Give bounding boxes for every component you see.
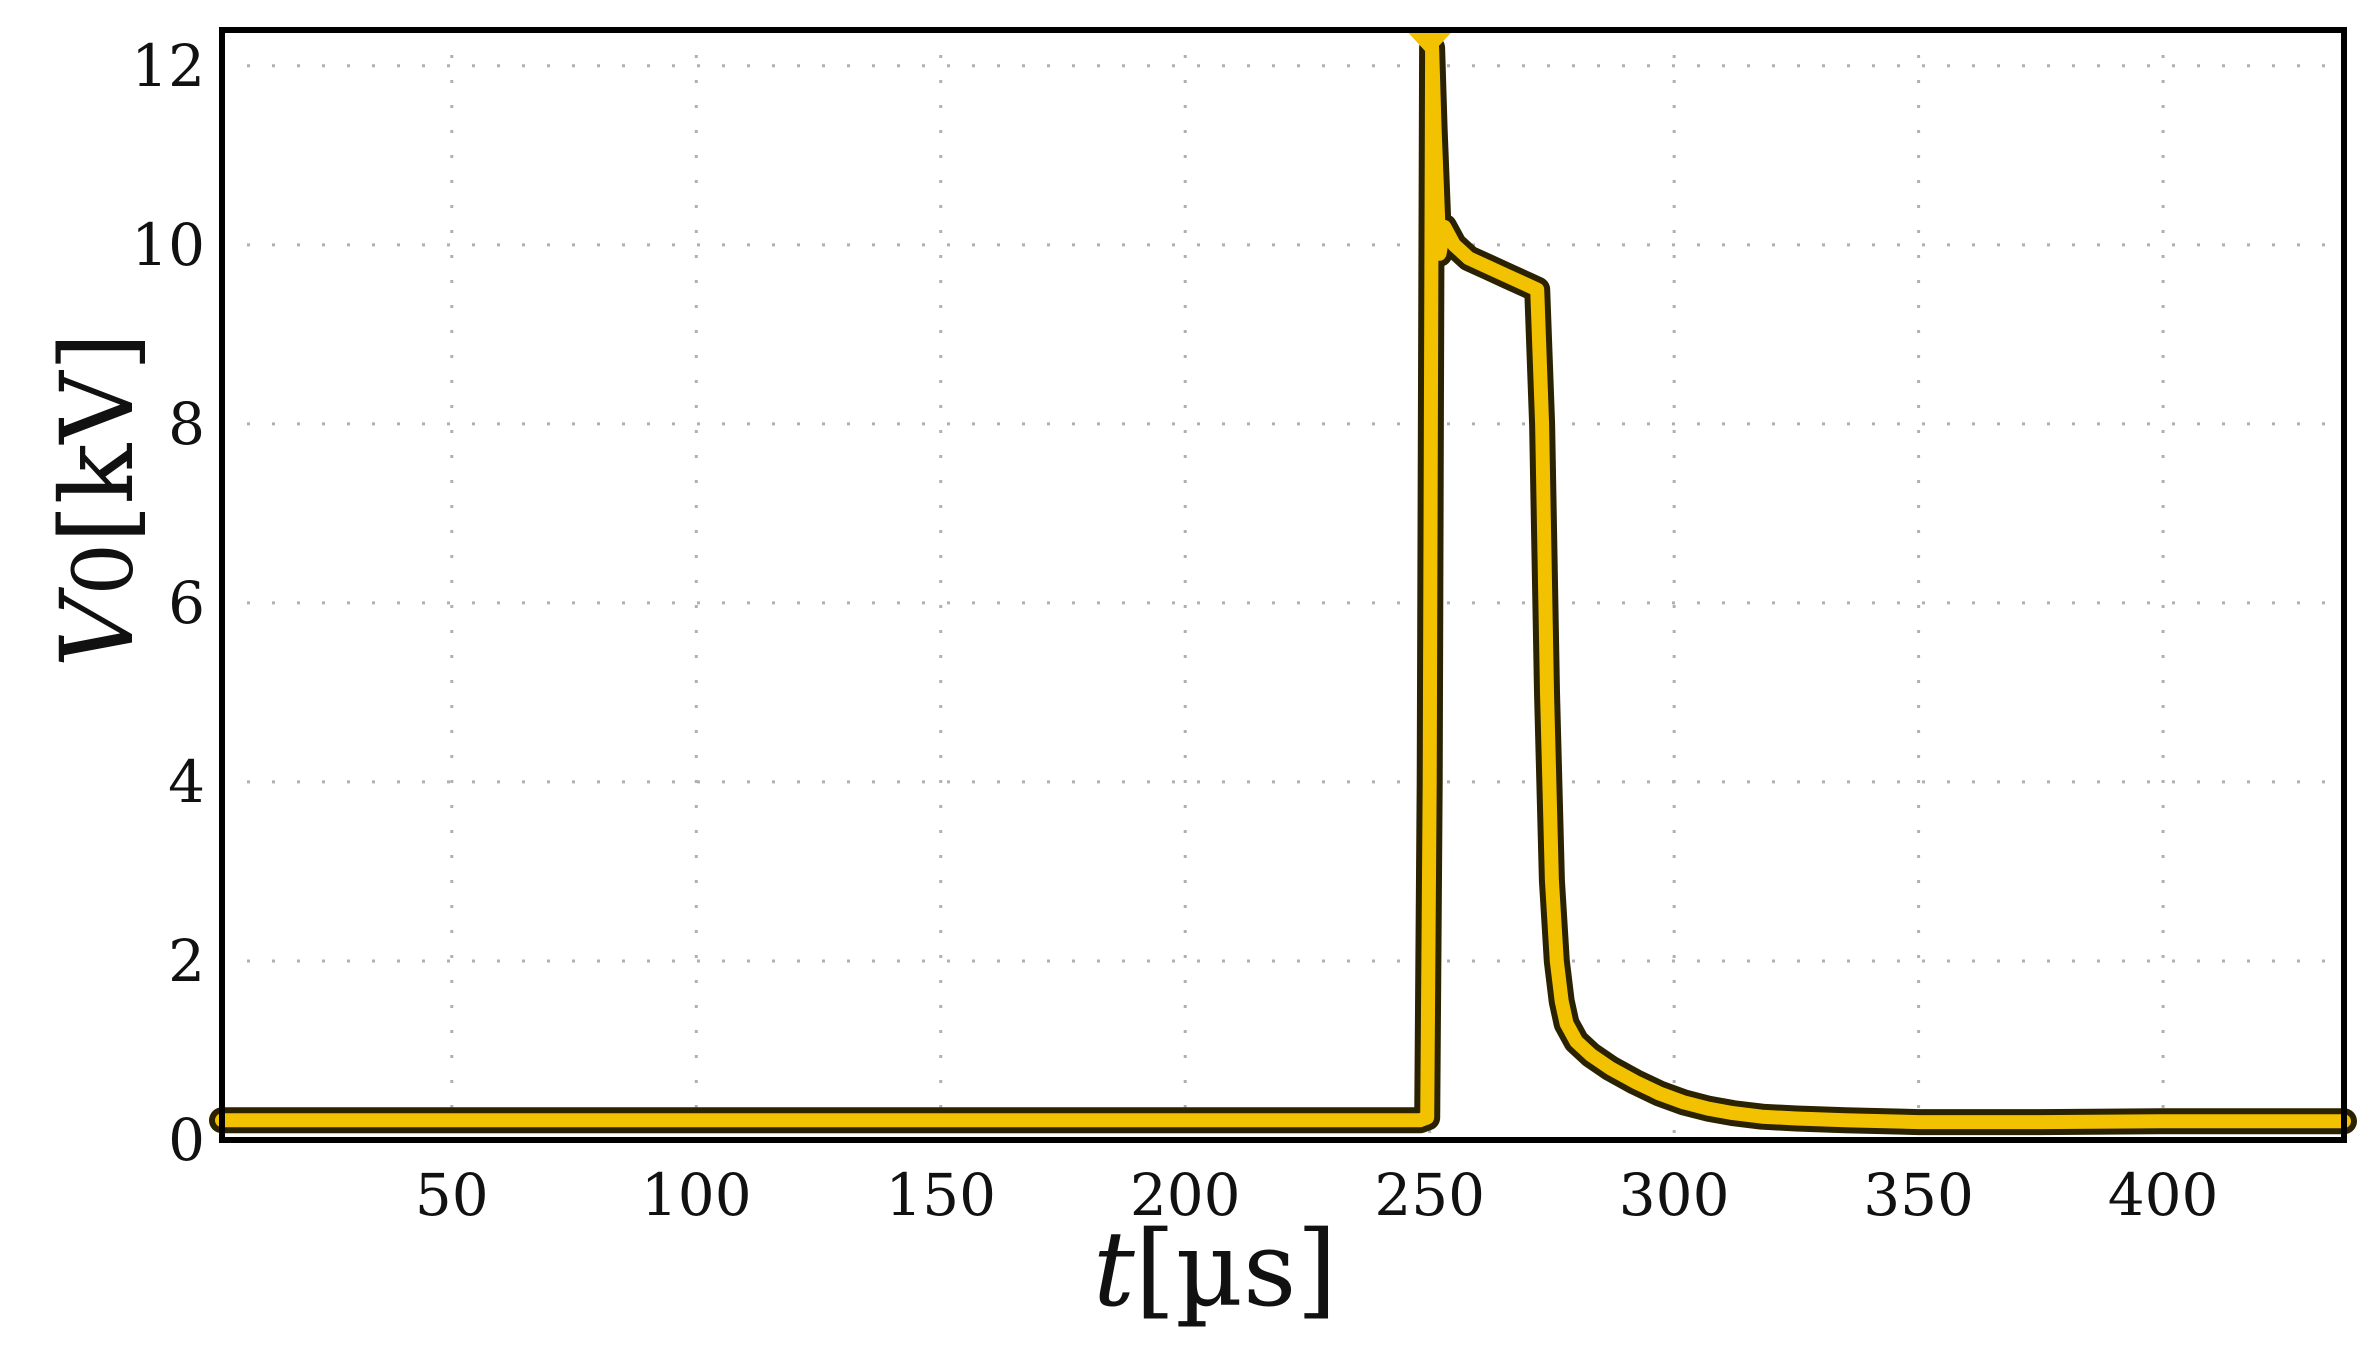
- x-tick-label-7: 400: [2108, 1161, 2219, 1229]
- trigger-marker-icon: [1407, 32, 1452, 56]
- x-axis-var: t: [1093, 1208, 1135, 1330]
- y-axis-title: V0[kV]: [39, 332, 156, 667]
- y-tick-label-0: 0: [168, 1106, 205, 1174]
- y-tick-label-1: 2: [168, 927, 205, 995]
- x-tick-label-3: 200: [1130, 1161, 1241, 1229]
- x-tick-label-0: 50: [415, 1161, 489, 1229]
- y-tick-label-6: 12: [131, 32, 205, 100]
- y-tick-label-4: 8: [168, 390, 205, 458]
- trace-line: [215, 40, 2351, 1130]
- plot-frame: [219, 27, 2347, 1143]
- x-tick-label-4: 250: [1374, 1161, 1485, 1229]
- y-axis-var: V: [39, 587, 156, 668]
- y-axis-unit: [kV]: [39, 332, 156, 543]
- y-tick-label-3: 6: [168, 569, 205, 637]
- y-tick-label-2: 4: [168, 748, 205, 816]
- x-axis-title: t[µs]: [1093, 1208, 1337, 1330]
- voltage-trace: [209, 34, 2357, 1136]
- y-axis-subscript: 0: [57, 543, 152, 595]
- x-tick-label-5: 300: [1619, 1161, 1730, 1229]
- x-tick-label-2: 150: [885, 1161, 996, 1229]
- x-tick-label-1: 100: [641, 1161, 752, 1229]
- trace-noise-band: [209, 34, 2357, 1136]
- y-tick-labels: 0 2 4 6 8 10 12: [131, 32, 205, 1174]
- x-tick-labels: 50 100 150 200 250 300 350 400: [415, 1161, 2219, 1229]
- grid-layer: [222, 30, 2344, 1142]
- x-axis-unit: [µs]: [1135, 1208, 1337, 1330]
- x-tick-label-6: 350: [1863, 1161, 1974, 1229]
- y-tick-label-5: 10: [131, 211, 205, 279]
